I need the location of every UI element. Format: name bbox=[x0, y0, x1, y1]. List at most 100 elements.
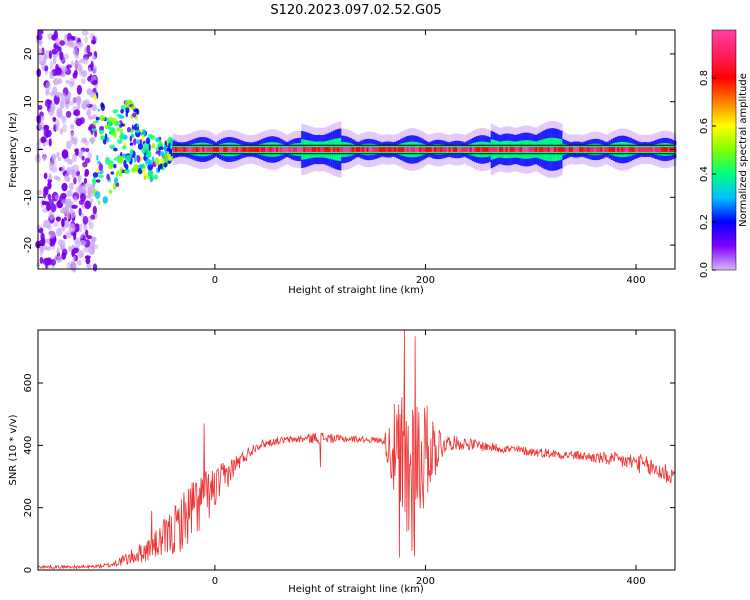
spectrogram-cell bbox=[528, 147, 532, 152]
spectrogram-cell bbox=[170, 143, 173, 150]
spectrogram-cell bbox=[610, 147, 614, 152]
spectrogram-cell bbox=[655, 147, 658, 152]
spectrogram-cell bbox=[492, 147, 496, 152]
spectrogram-cell bbox=[125, 110, 128, 118]
spectrogram-cell bbox=[566, 147, 570, 152]
colorbar-gradient bbox=[711, 29, 737, 271]
spectrogram-cell bbox=[49, 71, 53, 76]
spectrogram-cell bbox=[532, 147, 536, 152]
spectrogram-cell bbox=[129, 142, 134, 146]
spectrogram-cell bbox=[537, 147, 540, 152]
spectrogram-cell bbox=[543, 147, 546, 152]
spectrogram-cell bbox=[131, 105, 136, 110]
figure-title: S120.2023.097.02.52.G05 bbox=[270, 3, 441, 18]
spectrogram-cell bbox=[61, 149, 69, 159]
spectrogram-cell bbox=[638, 147, 641, 152]
spectrogram-cell bbox=[61, 239, 66, 250]
spectrogram-cell bbox=[68, 223, 76, 233]
spectrogram-cell bbox=[159, 163, 163, 170]
spectrogram-cell bbox=[167, 156, 172, 162]
spectrogram-cell bbox=[136, 155, 141, 163]
spectrogram-cell bbox=[452, 147, 456, 152]
spectrogram-cell bbox=[520, 147, 523, 152]
spectrogram-cell bbox=[136, 123, 140, 128]
spectrogram-cell bbox=[168, 141, 171, 150]
spectrogram-ylabel: Frequency (Hz) bbox=[8, 112, 19, 188]
spectrogram-cell bbox=[97, 200, 101, 205]
spectrogram-cell bbox=[471, 147, 475, 152]
spectrogram-cell bbox=[57, 78, 63, 85]
spectrogram-cell bbox=[74, 223, 80, 233]
colorbar-ticks: 0.0 0.2 0.4 0.6 0.8 bbox=[699, 70, 716, 278]
spectrogram-cell bbox=[72, 263, 77, 273]
spectrogram-cell bbox=[102, 196, 109, 204]
spectrogram-cell bbox=[36, 224, 41, 230]
spectrogram-cell bbox=[219, 147, 222, 152]
spectrogram-cell bbox=[77, 174, 82, 183]
spectrogram-cell bbox=[560, 147, 563, 152]
spectrogram-cell bbox=[65, 110, 72, 118]
spectrogram-cell bbox=[587, 147, 591, 152]
spectrogram-cell bbox=[73, 111, 79, 116]
spectrogram-cell bbox=[408, 147, 412, 152]
spectrogram-cell bbox=[155, 151, 161, 155]
spectrogram-cell bbox=[50, 102, 56, 113]
spectrogram-cell bbox=[55, 37, 60, 46]
spectrogram-cell bbox=[136, 139, 140, 145]
spectrogram-cell bbox=[276, 147, 279, 152]
spectrogram-cell bbox=[98, 174, 104, 178]
spectrogram-cell bbox=[47, 193, 52, 200]
spectrogram-cell bbox=[79, 184, 87, 194]
spectrogram-cell bbox=[263, 147, 266, 152]
spectrogram-cell bbox=[65, 231, 72, 239]
spectrogram-cell bbox=[636, 147, 639, 152]
snr-xlabel: Height of straight line (km) bbox=[288, 584, 424, 595]
spectrogram-cell bbox=[40, 115, 45, 121]
spectrogram-cell bbox=[187, 147, 190, 152]
spectrogram-ytick-label: 10 bbox=[23, 95, 34, 108]
spectrogram-cell bbox=[86, 44, 91, 54]
spectrogram-cell bbox=[366, 147, 369, 152]
spectrogram-cell bbox=[631, 147, 635, 152]
spectrogram-cell bbox=[202, 147, 205, 152]
spectrogram-cell bbox=[37, 29, 44, 35]
spectrogram-cell bbox=[130, 128, 134, 134]
spectrogram-cell bbox=[391, 147, 395, 152]
spectrogram-cell bbox=[244, 147, 247, 152]
spectrogram-cell bbox=[214, 147, 218, 152]
spectrogram-cell bbox=[309, 147, 313, 152]
spectrogram-cell bbox=[46, 238, 51, 245]
spectrogram-cell bbox=[583, 147, 586, 152]
spectrogram-cell bbox=[507, 147, 511, 152]
spectrogram-cell bbox=[49, 60, 53, 71]
spectrogram-cell bbox=[85, 257, 91, 265]
snr-xtick-label: 200 bbox=[416, 576, 435, 587]
spectrogram-cell bbox=[454, 147, 458, 152]
spectrogram-cell bbox=[297, 147, 300, 152]
spectrogram-cell bbox=[185, 147, 188, 152]
spectrogram-cell bbox=[265, 147, 268, 152]
spectrogram-cell bbox=[98, 163, 104, 171]
spectrogram-cell bbox=[596, 147, 599, 152]
spectrogram-cell bbox=[360, 147, 363, 152]
spectrogram-cell bbox=[145, 137, 151, 145]
spectrogram-cell bbox=[539, 147, 542, 152]
spectrogram-cell bbox=[633, 147, 637, 152]
spectrogram-cell bbox=[82, 215, 89, 225]
spectrogram-cell bbox=[606, 147, 610, 152]
spectrogram-cell bbox=[516, 147, 519, 152]
spectrogram-cell bbox=[88, 222, 94, 230]
spectrogram-cell bbox=[48, 173, 52, 181]
spectrogram-cell bbox=[541, 147, 544, 152]
spectrogram-cell bbox=[273, 147, 277, 152]
spectrogram-cell bbox=[421, 147, 424, 152]
spectrogram-cell bbox=[179, 147, 182, 152]
spectrogram-xlabel: Height of straight line (km) bbox=[288, 285, 424, 296]
spectrogram-cell bbox=[53, 221, 59, 227]
spectrogram-cell bbox=[535, 147, 538, 152]
colorbar-tick-label: 0.6 bbox=[699, 118, 710, 134]
spectrogram-cell bbox=[91, 128, 97, 132]
spectrogram-cell bbox=[113, 147, 118, 152]
spectrogram-cell bbox=[92, 55, 96, 60]
spectrogram-cell bbox=[151, 156, 155, 163]
